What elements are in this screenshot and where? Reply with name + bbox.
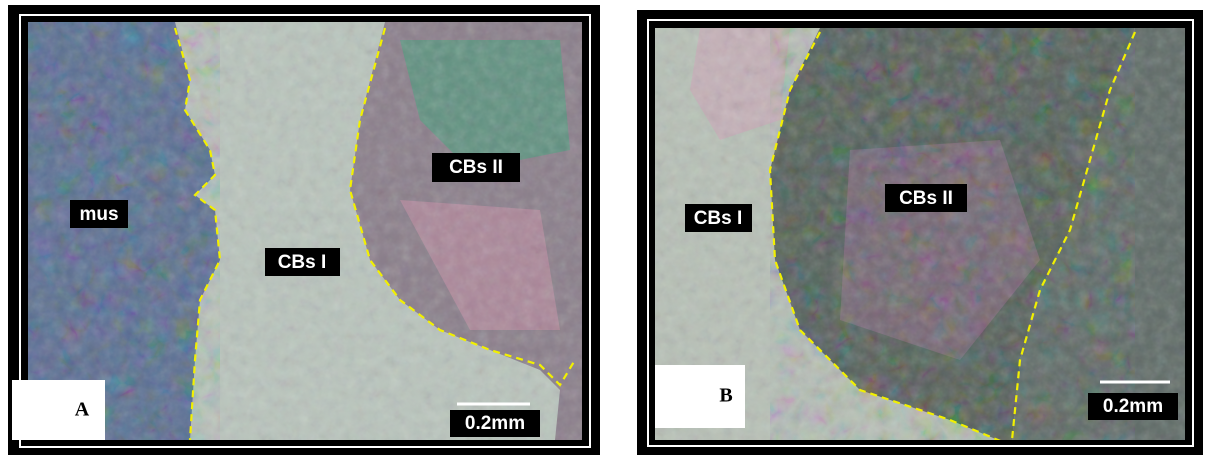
label: CBs I (694, 208, 743, 229)
panel-letter: B (719, 385, 732, 407)
panel-letter: A (75, 399, 90, 421)
label: CBs II (449, 157, 503, 178)
scale-label: 0.2mm (465, 413, 525, 434)
label: CBs II (899, 188, 953, 209)
panel-a: mus CBs I CBs II 0.2mm A (8, 5, 600, 455)
label: mus (79, 204, 118, 225)
panel-b: CBs I CBs II 0.2mm B (637, 10, 1203, 455)
scale-label: 0.2mm (1103, 396, 1163, 417)
label: CBs I (278, 252, 327, 273)
micrograph (28, 22, 582, 440)
figure: mus CBs I CBs II 0.2mm A CBs I CBs II (0, 0, 1211, 459)
